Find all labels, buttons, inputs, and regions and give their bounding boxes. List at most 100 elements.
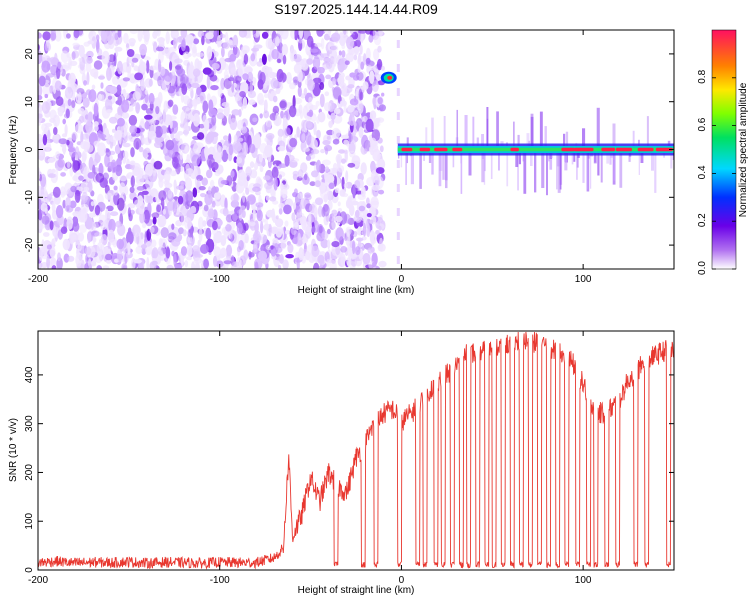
spectrogram-cell: [163, 170, 171, 184]
snr-x-label: Height of straight line (km): [298, 585, 415, 596]
spectrogram-cell: [311, 138, 319, 150]
spectrogram-cell: [163, 100, 169, 113]
spectrogram-cell: [337, 201, 341, 207]
spectrogram-cell: [57, 106, 65, 112]
spectrogram-cell: [200, 244, 209, 254]
spectrogram-cell: [305, 155, 312, 161]
spectrogram-cell: [270, 245, 274, 250]
spectrogram-cell: [96, 265, 102, 269]
spectrogram-cell: [353, 54, 358, 61]
spectrogram-cell: [158, 59, 162, 73]
carrier-sideband: [559, 149, 562, 190]
spectrogram-cell: [133, 65, 139, 72]
spectrogram-cell: [85, 130, 91, 139]
spectrogram-cell: [338, 149, 346, 154]
spectrogram-cell: [323, 102, 333, 112]
spectrogram-cell: [230, 170, 235, 178]
spectrogram-cell: [170, 170, 177, 177]
spectrogram-cell: [94, 205, 101, 216]
spectrogram-cell: [297, 86, 302, 97]
spectrogram-cell: [111, 128, 116, 133]
spectrogram-cell: [213, 192, 221, 200]
spectrogram-cell: [318, 225, 323, 234]
carrier-sideband: [428, 149, 432, 163]
spectrogram-cell: [282, 259, 289, 269]
spectrogram-cell: [43, 198, 48, 203]
colorbar-tick-label: 0.0: [697, 261, 708, 275]
carrier-sideband: [406, 137, 409, 150]
spectrogram-cell: [41, 60, 51, 73]
spectrogram-cell: [44, 93, 49, 99]
spectrogram-cell: [264, 99, 268, 112]
spectrogram-cell: [117, 106, 122, 116]
spectrogram-cell: [72, 221, 80, 232]
spectrogram-cell: [180, 246, 188, 256]
spectrogram-cell: [85, 121, 93, 133]
spectrogram-cell: [93, 60, 103, 70]
y-tick-label: 400: [24, 366, 35, 383]
spectrogram-cell: [131, 257, 136, 269]
carrier-sideband: [539, 111, 543, 150]
spectrogram-cell: [327, 228, 331, 235]
carrier-sideband: [559, 149, 563, 185]
spectrogram-cell: [141, 190, 149, 195]
spectrogram-cell: [319, 93, 325, 108]
spectrogram-cell: [114, 46, 123, 52]
spectrogram-cell: [107, 241, 111, 250]
spectrogram-cell: [126, 49, 135, 57]
spectrogram-cell: [201, 177, 208, 186]
spectrogram-cell: [248, 99, 256, 105]
spectrogram-cell: [191, 99, 198, 107]
spectrogram-cell: [151, 212, 160, 219]
spectrogram-cell: [167, 189, 173, 199]
spectrogram-cell: [134, 232, 142, 245]
spectrogram-cell: [133, 259, 142, 264]
carrier-peak: [655, 147, 673, 152]
spectrogram-cell: [233, 134, 238, 142]
spectrogram-cell: [263, 175, 271, 181]
spectrogram-cell: [315, 197, 324, 206]
spectrogram-cell: [212, 152, 220, 160]
spectrogram-cell: [100, 94, 105, 102]
spectrogram-cell: [283, 204, 292, 215]
spectrogram-cell: [378, 30, 384, 37]
spectrogram-cell: [158, 190, 167, 201]
spectrogram-cell: [354, 180, 361, 189]
spectrogram-cell: [275, 228, 283, 238]
spectrogram-cell: [129, 42, 135, 47]
spectrogram-cell: [347, 104, 355, 113]
spectrogram-cell: [194, 261, 200, 269]
spectrogram-cell: [69, 230, 75, 245]
spectrogram-cell: [312, 77, 322, 84]
spectrogram-cell: [93, 121, 99, 127]
spectrogram-cell: [240, 205, 246, 210]
carrier-sideband: [530, 149, 533, 166]
spectrogram-cell: [72, 159, 78, 173]
spectrogram-cell: [298, 30, 304, 39]
spectrogram-cell: [233, 192, 239, 202]
spectrogram-cell: [168, 115, 177, 120]
y-tick-label: 100: [24, 512, 35, 529]
spectrogram-cell: [293, 221, 299, 228]
spectrogram-cell: [230, 67, 237, 74]
spectrogram-cell: [197, 200, 203, 207]
spectrogram-cell: [296, 257, 300, 269]
spectrogram-cell: [109, 211, 119, 217]
spectrogram-cell: [182, 229, 187, 237]
spectrogram-cell: [103, 33, 108, 45]
spectrogram-cell: [273, 246, 283, 254]
spectrogram-cell: [55, 96, 64, 107]
spectrogram-cell: [204, 192, 213, 206]
spectrogram-cell: [195, 52, 205, 58]
spectrogram-cell: [207, 208, 215, 219]
spectrogram-cell: [329, 259, 337, 269]
spectrogram-cell: [317, 254, 325, 264]
spectrogram-cell: [259, 71, 266, 85]
spectrogram-cell: [119, 182, 126, 195]
spectrogram-cell: [312, 56, 321, 70]
spectrogram-cell: [368, 34, 374, 43]
spectrogram-cell: [69, 146, 77, 158]
spectrogram-cell: [54, 30, 62, 42]
spectrogram-cell: [149, 226, 155, 234]
spectrogram-cell: [323, 144, 333, 152]
